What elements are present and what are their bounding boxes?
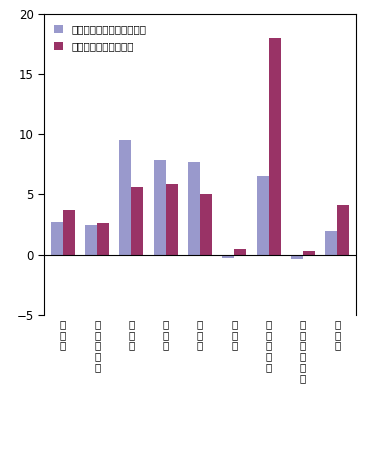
Bar (291, 255, 303, 259)
Bar (131, 187, 143, 255)
Bar (85, 225, 97, 255)
Bar (63, 210, 75, 255)
Bar (154, 160, 166, 255)
Bar (269, 38, 281, 255)
Bar (222, 255, 234, 258)
Bar (325, 231, 337, 255)
Bar (337, 205, 349, 255)
Bar (303, 251, 315, 255)
Bar (234, 249, 246, 255)
Legend: 前期比（季節調整済指数）, 前年同期比（原指数）: 前期比（季節調整済指数）, 前年同期比（原指数） (49, 19, 151, 57)
Bar (166, 184, 178, 255)
Bar (200, 194, 212, 255)
Bar (51, 222, 63, 255)
Bar (119, 140, 131, 255)
Bar (188, 162, 200, 255)
Bar (97, 223, 109, 255)
Bar (257, 176, 269, 255)
